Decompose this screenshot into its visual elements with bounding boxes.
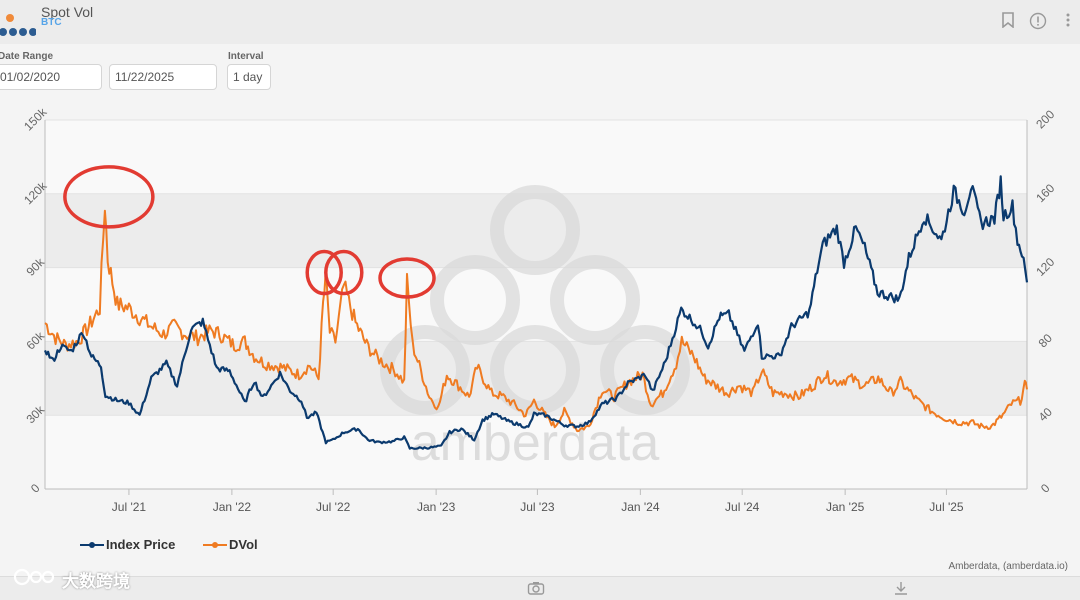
series-line-dvol[interactable] xyxy=(44,209,1028,433)
y-right-tick-label: 160 xyxy=(1033,181,1057,205)
watermark-ring xyxy=(490,325,580,415)
y-left-tick-label: 60k xyxy=(23,328,47,352)
y-right-tick-label: 0 xyxy=(1038,481,1053,496)
spot-vol-chart: amberdata 030k60k90k120k150k040801201602… xyxy=(21,104,1057,514)
annotation-circle xyxy=(63,165,155,229)
watermark-ring xyxy=(550,255,640,345)
watermark-ring xyxy=(380,325,470,415)
page-subtitle: BTC xyxy=(41,17,62,28)
amberdata-watermark: amberdata xyxy=(380,185,690,472)
date-range-label: Date Range xyxy=(0,51,54,62)
chart-area: amberdata 0 30k 60k 90k 120k 150k 0 40 80 120 160 2… xyxy=(0,95,1080,575)
x-tick-label: Jul '21 xyxy=(112,500,147,514)
grid-band xyxy=(45,193,1027,268)
start-date-input[interactable]: 01/02/2020 xyxy=(0,64,102,90)
camera-icon[interactable] xyxy=(527,580,545,599)
watermark-ring xyxy=(490,185,580,275)
legend-dvol[interactable]: DVol xyxy=(229,537,258,552)
chart-footer xyxy=(0,576,1080,600)
x-tick-label: Jul '24 xyxy=(725,500,760,514)
watermark-word: amberdata xyxy=(411,414,660,472)
legend-index-price-symbol xyxy=(80,542,104,548)
legend-index-price[interactable]: Index Price xyxy=(106,537,176,552)
app-logo-icon xyxy=(0,14,36,36)
watermark-ring xyxy=(430,255,520,345)
watermark-logo-icon xyxy=(13,568,55,586)
annotation-circle xyxy=(378,257,436,299)
y-left-tick-label: 30k xyxy=(23,402,47,426)
annotation-circle xyxy=(305,249,343,296)
y-right-tick-label: 80 xyxy=(1036,331,1056,351)
x-tick-label: Jan '23 xyxy=(417,500,456,514)
x-tick-label: Jan '24 xyxy=(621,500,660,514)
chart-credit[interactable]: Amberdata, (amberdata.io) xyxy=(948,561,1068,572)
info-icon[interactable] xyxy=(1028,12,1048,32)
watermark-text: 大数跨境 xyxy=(62,572,130,591)
y-left-tick-label: 90k xyxy=(23,254,47,278)
page-title: Spot Vol xyxy=(41,4,94,20)
watermark-ring xyxy=(600,325,690,415)
x-tick-label: Jul '23 xyxy=(520,500,555,514)
y-right-tick-label: 40 xyxy=(1036,405,1056,425)
annotation-circle xyxy=(324,249,364,296)
y-right-tick-label: 200 xyxy=(1033,107,1057,131)
grid-band xyxy=(45,415,1027,489)
app-header: Spot Vol BTC xyxy=(0,0,1080,44)
grid-band xyxy=(45,120,1027,194)
x-tick-label: Jan '22 xyxy=(213,500,252,514)
interval-label: Interval xyxy=(228,51,264,62)
y-right-tick-label: 120 xyxy=(1033,255,1057,279)
end-date-input[interactable]: 11/22/2025 xyxy=(109,64,217,90)
x-tick-label: Jan '25 xyxy=(826,500,865,514)
legend-dvol-symbol xyxy=(203,542,227,548)
x-tick-label: Jul '22 xyxy=(316,500,351,514)
series-line-index-price[interactable] xyxy=(43,175,1029,450)
y-left-tick-label: 0 xyxy=(28,481,43,496)
download-icon[interactable] xyxy=(893,580,909,599)
x-tick-label: Jul '25 xyxy=(929,500,964,514)
interval-select[interactable]: 1 day xyxy=(227,64,271,90)
bookmark-icon[interactable] xyxy=(998,12,1018,32)
more-vertical-icon[interactable] xyxy=(1058,12,1078,32)
